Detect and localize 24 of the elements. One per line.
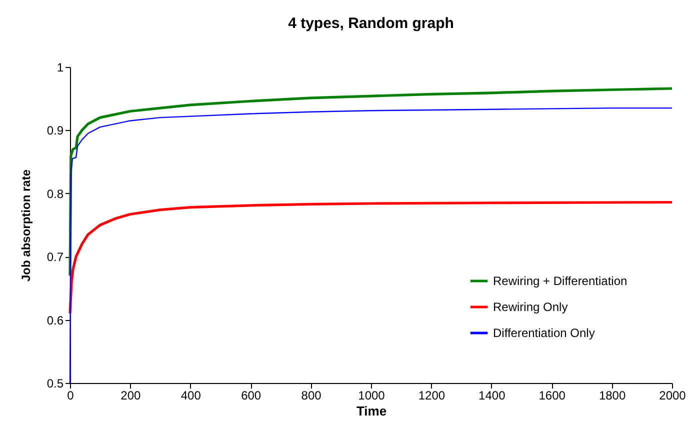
x-tick-label: 600 xyxy=(241,388,262,402)
x-tick-label: 800 xyxy=(301,388,322,402)
x-tick-label: 200 xyxy=(120,388,142,402)
x-tick-label: 2000 xyxy=(659,388,686,402)
legend-label: Differentiation Only xyxy=(493,326,595,340)
line-series xyxy=(68,200,674,315)
x-tick-label: 1000 xyxy=(358,388,386,402)
x-tick-label: 0 xyxy=(67,388,74,402)
y-tick-label: 0.6 xyxy=(46,313,64,328)
y-tick-label: 0.7 xyxy=(46,250,64,264)
x-tick-label: 400 xyxy=(180,388,202,402)
x-axis-title: Time xyxy=(356,404,387,418)
chart-title: 4 types, Random graph xyxy=(288,15,454,32)
legend-label: Rewiring + Differentiation xyxy=(493,274,628,288)
y-tick-label: 0.9 xyxy=(46,124,64,138)
x-tick-label: 1600 xyxy=(538,388,566,402)
x-tick-label: 1400 xyxy=(478,388,506,402)
x-tick-label: 1800 xyxy=(598,388,626,402)
y-axis-title: Job absorption rate xyxy=(18,169,33,282)
y-tick-label: 0.5 xyxy=(46,376,64,390)
legend-label: Rewiring Only xyxy=(493,300,568,314)
x-tick-label: 1200 xyxy=(418,388,446,402)
y-tick-label: 0.8 xyxy=(46,186,64,201)
y-tick-label: 1 xyxy=(56,60,64,74)
